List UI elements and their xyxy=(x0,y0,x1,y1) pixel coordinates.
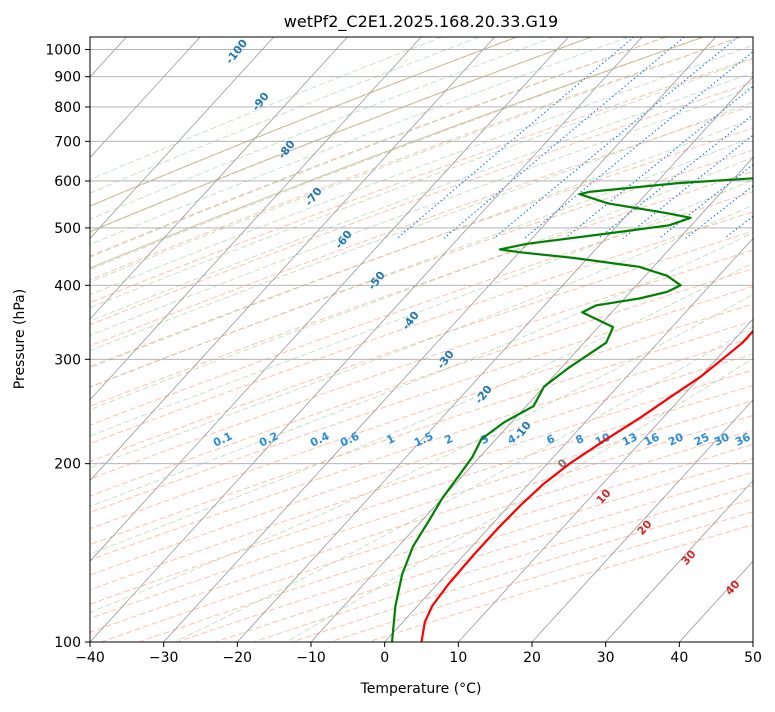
x-tick-label: −30 xyxy=(149,650,179,666)
mixing-ratio-layer xyxy=(397,37,775,238)
isotherm-line xyxy=(0,37,200,642)
dry-adiabat-line xyxy=(139,37,775,642)
mixing-ratio-label: 1 xyxy=(385,432,397,447)
moist-adiabat-line xyxy=(0,37,739,642)
moist-adiabat-line xyxy=(0,37,666,642)
mixing-ratio-label: 0.2 xyxy=(257,430,280,450)
x-tick-label: −10 xyxy=(296,650,326,666)
dry-adiabat-label: -30 xyxy=(434,348,457,372)
isotherm-line xyxy=(385,37,775,642)
x-axis-label: Temperature (°C) xyxy=(360,681,482,697)
dry-adiabat-label: -60 xyxy=(332,228,355,252)
mixing-ratio-label: 36 xyxy=(733,430,753,448)
dry-adiabat-line xyxy=(101,37,775,642)
mixing-ratio-line xyxy=(753,37,775,238)
dry-adiabat-label: -20 xyxy=(472,383,495,407)
mixing-ratio-line xyxy=(724,37,775,238)
y-tick-label: 600 xyxy=(54,174,81,190)
x-tick-label: 0 xyxy=(380,650,389,666)
x-tick-label: 40 xyxy=(670,650,688,666)
dry-adiabat-line-cold xyxy=(0,37,592,642)
y-tick-label: 300 xyxy=(54,352,81,368)
y-tick-label: 800 xyxy=(54,100,81,116)
mixing-ratio-label: 8 xyxy=(574,432,586,447)
x-tick-label: 30 xyxy=(597,650,615,666)
y-tick-label: 200 xyxy=(54,457,81,473)
y-tick-label: 700 xyxy=(54,134,81,150)
y-tick-label: 500 xyxy=(54,221,81,237)
x-tick-label: 20 xyxy=(523,650,541,666)
dry-adiabat-label: -100 xyxy=(223,37,250,67)
plot-frame xyxy=(90,37,753,642)
y-tick-label: 400 xyxy=(54,278,81,294)
dry-adiabat-label: -50 xyxy=(365,269,388,293)
dry-adiabat-line xyxy=(330,37,775,642)
mixing-ratio-label: 16 xyxy=(642,430,662,448)
mixing-ratio-line xyxy=(397,37,634,238)
mixing-ratio-line xyxy=(686,37,775,238)
y-tick-label: 100 xyxy=(54,635,81,651)
mixing-ratio-line xyxy=(524,37,771,238)
mixing-ratio-line xyxy=(623,37,775,238)
moist-adiabat-label: 40 xyxy=(723,577,743,597)
mixing-ratio-label: 1.5 xyxy=(412,430,435,450)
x-tick-label: 50 xyxy=(744,650,762,666)
mixing-ratio-line xyxy=(444,37,684,238)
isotherm-line xyxy=(0,37,274,642)
moist-adiabat-label: 30 xyxy=(679,547,699,567)
moist-adiabat-line xyxy=(0,37,442,642)
isotherm-line xyxy=(237,37,775,642)
mixing-ratio-label: 0.6 xyxy=(338,429,361,449)
mixing-ratio-label: 6 xyxy=(545,432,558,447)
isotherm-line xyxy=(311,37,775,642)
x-tick-label: 10 xyxy=(449,650,467,666)
dry-adiabat-line xyxy=(0,37,666,642)
isotherm-line xyxy=(16,37,568,642)
dry-adiabat-line xyxy=(25,37,775,642)
mixing-ratio-label: 2 xyxy=(443,432,455,447)
x-tick-label: −20 xyxy=(223,650,253,666)
isotherm-line xyxy=(164,37,716,642)
x-tick-label: −40 xyxy=(75,650,105,666)
isotherm-line xyxy=(532,37,775,642)
isotherm-line xyxy=(0,37,347,642)
isotherm-line xyxy=(458,37,775,642)
dry-adiabat-line xyxy=(253,37,775,642)
dry-adiabat-label: -40 xyxy=(399,309,422,333)
mixing-ratio-line xyxy=(565,37,775,238)
y-axis-label: Pressure (hPa) xyxy=(12,289,28,389)
y-tick-label: 1000 xyxy=(45,43,81,59)
moist-adiabat-label: 10 xyxy=(594,486,614,506)
mixing-ratio-label: 0.4 xyxy=(308,429,331,449)
mixing-ratio-label: 13 xyxy=(620,430,639,448)
mixing-ratio-line xyxy=(659,37,775,238)
mixing-ratio-label: 25 xyxy=(692,430,711,448)
mixing-ratio-label: 20 xyxy=(666,430,686,448)
dry-adiabat-line xyxy=(0,37,741,642)
isotherm-line xyxy=(0,37,495,642)
moist-adiabat-line xyxy=(0,37,591,642)
chart-title: wetPf2_C2E1.2025.168.20.33.G19 xyxy=(284,12,558,32)
plot-area: -100-90-80-70-60-50-40-30-20-10 01020304… xyxy=(0,37,775,642)
moist-adiabat-line xyxy=(0,37,554,642)
y-tick-label: 900 xyxy=(54,70,81,86)
isotherm-line xyxy=(753,37,775,642)
dry-adiabat-label: -90 xyxy=(249,90,272,114)
mixing-ratio-label: 30 xyxy=(712,430,732,448)
isotherm-line xyxy=(0,37,421,642)
